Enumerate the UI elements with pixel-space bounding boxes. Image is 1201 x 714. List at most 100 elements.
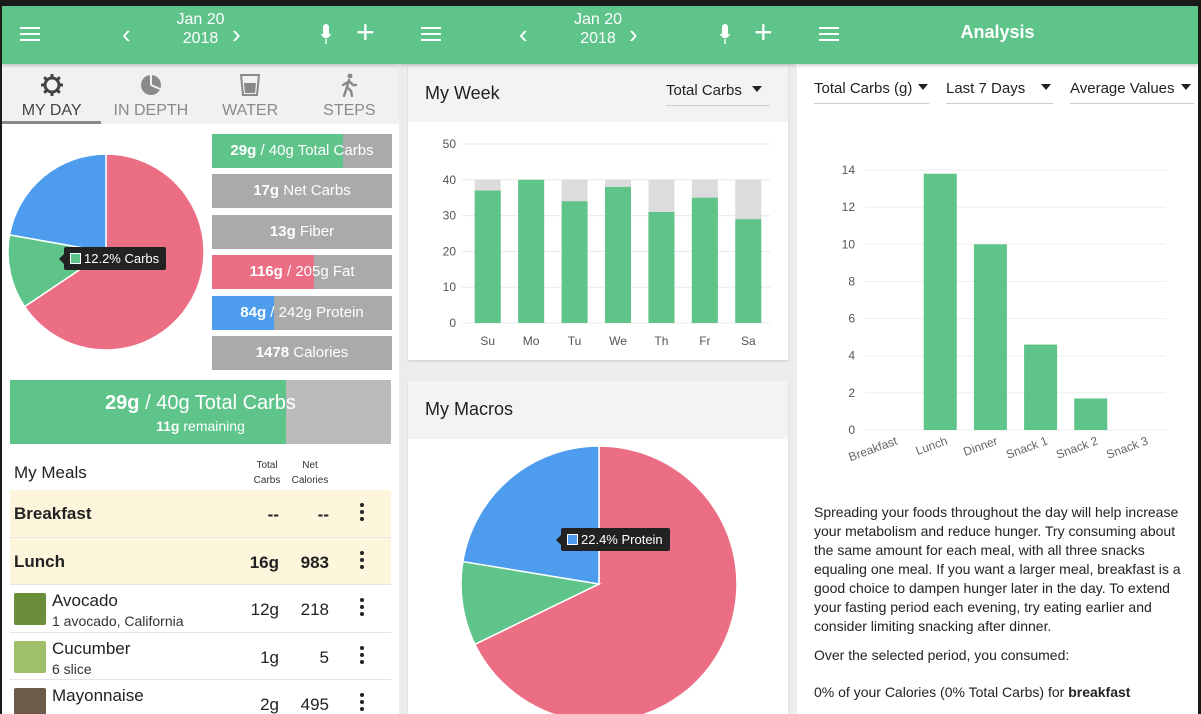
nutrient-progress-bar[interactable]: 29g / 40g Total Carbs [212,134,392,168]
x-tick-label: Sa [741,334,756,348]
progress-goal: Calories [289,343,349,361]
meals-list: My Meals Total Carbs Net Calories Breakfas… [10,452,391,714]
value-bar[interactable] [1024,344,1058,430]
x-tick-label: Breakfast [847,433,900,464]
app-bar: Analysis [797,6,1198,64]
analysis-screen: Analysis Total Carbs (g) Last 7 Days Ave… [797,6,1198,714]
column-label: Total [256,460,278,471]
progress-label: 29g / 40g Total Carbs [212,142,392,159]
value-bar[interactable] [605,186,631,323]
tab-in-depth[interactable]: IN DEPTH [101,64,200,124]
next-day-button[interactable]: › [232,19,241,49]
x-tick-label: Snack 2 [1054,434,1100,462]
caret-down-icon [1180,84,1191,90]
total-carbs-value: 29g [105,392,140,414]
y-tick-label: 14 [842,163,856,177]
y-tick-label: 40 [443,173,457,187]
nutrient-progress-bar[interactable]: 1478 Calories [212,335,392,370]
value-bar[interactable] [474,190,501,323]
food-thumbnail [14,593,46,625]
meal-section-row[interactable]: Breakfast -- -- [10,490,391,538]
y-tick-label: 30 [443,209,457,223]
value-bar[interactable] [561,201,588,323]
progress-value: 116g [249,263,283,281]
previous-day-button[interactable]: ‹ [519,19,528,49]
column-total-carbs: Total Carbs [247,458,287,488]
analysis-paragraph: Spreading your foods throughout the day … [814,504,1181,634]
meal-name: Breakfast [14,504,92,523]
more-options-icon[interactable] [359,645,365,666]
add-button[interactable]: + [356,14,375,50]
period-dropdown[interactable]: Last 7 Days [946,80,1053,104]
dropdown-value: Last 7 Days [946,80,1026,97]
food-row[interactable]: Cucumber 6 slice 1g 5 [10,633,391,680]
consumed-meal: breakfast [1068,684,1131,700]
my-day-screen: ‹ Jan 20 2018 › + MY DAY IN DEPTH WATER … [2,6,399,714]
card-title: My Macros [425,399,514,419]
pie-slice-fat[interactable] [473,445,738,714]
tab-water[interactable]: WATER [201,64,300,124]
pie-slice-protein[interactable] [461,445,600,585]
value-bar[interactable] [648,212,675,323]
value-bar[interactable] [691,197,718,323]
progress-value: 29g [230,142,257,159]
tooltip-text: 12.2% Carbs [84,251,160,266]
total-carbs-value: 1g [260,647,279,667]
food-row[interactable]: Avocado 1 avocado, California 12g 218 [10,585,391,633]
progress-goal: / 40g Total Carbs [256,142,374,159]
menu-icon[interactable] [819,25,839,43]
progress-label: 116g / 205g Fat [212,263,392,280]
nutrient-progress-bar[interactable]: 116g / 205g Fat [212,255,392,290]
tab-label: WATER [222,102,279,119]
column-net-calories: Net Calories [290,458,330,488]
more-options-icon[interactable] [359,693,365,713]
microphone-icon[interactable] [321,24,331,46]
add-button[interactable]: + [754,14,773,50]
more-options-icon[interactable] [359,598,365,618]
more-options-icon[interactable] [359,550,365,571]
pie-slice-protein[interactable] [8,154,107,253]
net-calories-value: 495 [300,695,329,714]
pie-tooltip: 12.2% Carbs [58,247,167,270]
column-label: Net [302,460,318,471]
value-bar[interactable] [1074,398,1108,430]
tab-my-day[interactable]: MY DAY [2,64,102,124]
nutrient-progress-bar[interactable]: 17g Net Carbs [212,174,392,209]
menu-icon[interactable] [20,25,40,43]
value-bar[interactable] [973,244,1007,430]
value-bar[interactable] [518,179,545,323]
date-day: Jan 20 [573,11,623,28]
y-tick-label: 6 [848,312,855,326]
y-tick-label: 20 [443,244,457,258]
progress-goal: Fiber [295,222,335,240]
x-tick-label: Su [480,334,495,348]
food-row[interactable]: Mayonnaise 2g 495 [10,680,391,714]
y-tick-label: 0 [848,423,855,437]
nutrient-progress-bar[interactable]: 84g / 242g Protein [212,295,392,330]
next-day-button[interactable]: › [629,19,638,49]
week-metric-dropdown[interactable]: Total Carbs [666,82,770,106]
nutrient-progress-bar[interactable]: 13g Fiber [212,214,392,249]
tab-steps[interactable]: STEPS [300,64,399,124]
meal-section-row[interactable]: Lunch 16g 983 [10,537,391,585]
macros-pie-chart[interactable] [408,439,788,714]
date-display[interactable]: Jan 20 2018 [176,10,224,48]
date-display[interactable]: Jan 20 2018 [574,10,622,48]
nutrient-dropdown[interactable]: Total Carbs (g) [814,80,929,104]
y-tick-label: 50 [443,137,457,151]
progress-goal: Net Carbs [279,182,351,200]
menu-icon[interactable] [421,25,441,43]
microphone-icon[interactable] [720,24,730,46]
progress-label: 13g Fiber [212,223,392,240]
value-bar[interactable] [735,219,762,323]
total-carbs-fill [10,380,287,444]
x-tick-label: Tu [568,334,582,348]
x-tick-label: Th [654,334,668,348]
pie-slice-carbs[interactable] [460,560,602,646]
more-options-icon[interactable] [359,503,365,523]
progress-label: 1478 Calories [212,344,392,361]
card-header: My Week Total Carbs [408,66,788,122]
mode-dropdown[interactable]: Average Values [1070,80,1194,104]
previous-day-button[interactable]: ‹ [122,19,131,49]
value-bar[interactable] [923,173,957,430]
